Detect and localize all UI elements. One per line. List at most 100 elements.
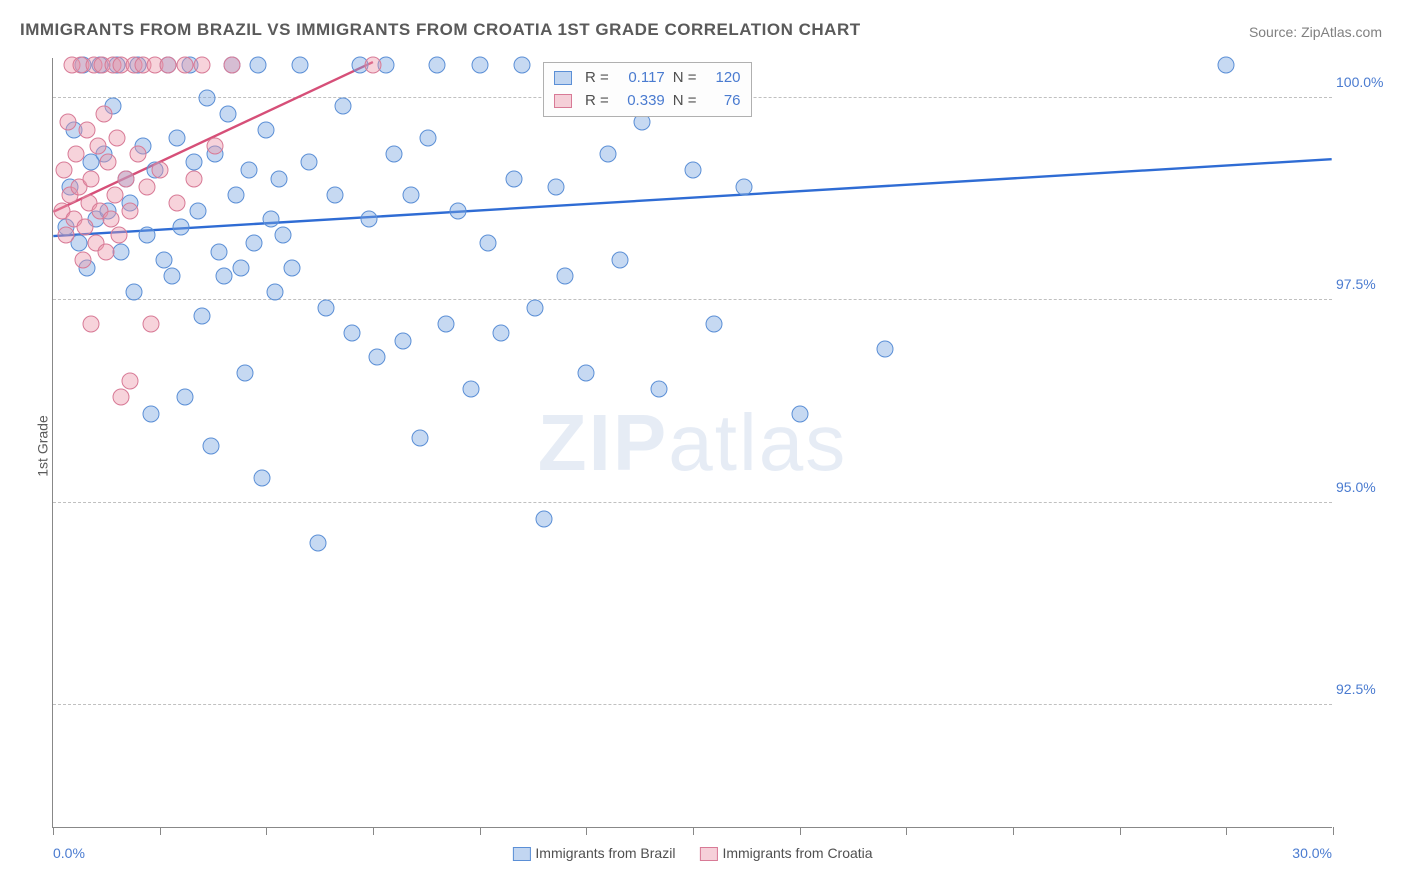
scatter-point — [219, 105, 236, 122]
y-axis-label: 1st Grade — [35, 415, 51, 476]
scatter-point — [57, 227, 74, 244]
scatter-point — [121, 373, 138, 390]
scatter-point — [360, 211, 377, 228]
scatter-point — [117, 170, 134, 187]
scatter-point — [121, 203, 138, 220]
scatter-point — [386, 146, 403, 163]
scatter-point — [343, 324, 360, 341]
scatter-point — [102, 211, 119, 228]
x-tick-first: 0.0% — [53, 845, 85, 861]
stats-swatch-blue — [554, 71, 572, 85]
scatter-point — [83, 170, 100, 187]
scatter-point — [535, 511, 552, 528]
scatter-point — [198, 89, 215, 106]
x-tick — [480, 827, 481, 835]
scatter-point — [249, 57, 266, 74]
scatter-point — [706, 316, 723, 333]
scatter-point — [168, 194, 185, 211]
scatter-point — [168, 130, 185, 147]
x-tick — [1333, 827, 1334, 835]
scatter-point — [164, 267, 181, 284]
bottom-legend: Immigrants from Brazil Immigrants from C… — [512, 845, 872, 861]
scatter-point — [527, 300, 544, 317]
scatter-point — [83, 316, 100, 333]
scatter-point — [480, 235, 497, 252]
legend-croatia: Immigrants from Croatia — [699, 845, 872, 861]
scatter-point — [266, 284, 283, 301]
x-tick — [1226, 827, 1227, 835]
scatter-point — [79, 121, 96, 138]
scatter-point — [126, 284, 143, 301]
scatter-point — [130, 146, 147, 163]
scatter-point — [309, 535, 326, 552]
scatter-point — [318, 300, 335, 317]
scatter-point — [365, 57, 382, 74]
scatter-point — [106, 186, 123, 203]
gridline — [53, 502, 1332, 503]
x-tick — [160, 827, 161, 835]
scatter-point — [403, 186, 420, 203]
scatter-point — [254, 470, 271, 487]
x-tick — [53, 827, 54, 835]
legend-brazil: Immigrants from Brazil — [512, 845, 675, 861]
scatter-point — [237, 365, 254, 382]
scatter-point — [1218, 57, 1235, 74]
scatter-point — [437, 316, 454, 333]
scatter-point — [471, 57, 488, 74]
scatter-point — [463, 381, 480, 398]
scatter-point — [283, 259, 300, 276]
x-tick — [1013, 827, 1014, 835]
scatter-point — [736, 178, 753, 195]
scatter-point — [138, 178, 155, 195]
x-tick — [693, 827, 694, 835]
scatter-point — [194, 308, 211, 325]
stats-swatch-pink — [554, 94, 572, 108]
scatter-point — [194, 57, 211, 74]
scatter-point — [599, 146, 616, 163]
scatter-point — [241, 162, 258, 179]
scatter-point — [493, 324, 510, 341]
x-tick — [906, 827, 907, 835]
scatter-point — [207, 138, 224, 155]
scatter-point — [650, 381, 667, 398]
scatter-point — [612, 251, 629, 268]
scatter-point — [394, 332, 411, 349]
scatter-point — [335, 97, 352, 114]
scatter-point — [151, 162, 168, 179]
plot-area: ZIPatlas 92.5%95.0%97.5%100.0% 0.0% 30.0… — [52, 58, 1332, 828]
x-tick — [586, 827, 587, 835]
scatter-point — [98, 243, 115, 260]
scatter-point — [514, 57, 531, 74]
scatter-point — [100, 154, 117, 171]
legend-swatch-pink — [699, 847, 717, 861]
scatter-point — [113, 243, 130, 260]
scatter-point — [55, 162, 72, 179]
scatter-point — [262, 211, 279, 228]
scatter-point — [275, 227, 292, 244]
scatter-point — [505, 170, 522, 187]
scatter-point — [292, 57, 309, 74]
y-tick-label: 100.0% — [1336, 74, 1384, 90]
scatter-point — [369, 348, 386, 365]
scatter-point — [326, 186, 343, 203]
scatter-point — [113, 389, 130, 406]
scatter-point — [685, 162, 702, 179]
scatter-point — [877, 340, 894, 357]
gridline — [53, 704, 1332, 705]
scatter-point — [185, 154, 202, 171]
gridline — [53, 299, 1332, 300]
x-tick — [266, 827, 267, 835]
scatter-point — [557, 267, 574, 284]
scatter-point — [202, 438, 219, 455]
scatter-point — [138, 227, 155, 244]
scatter-point — [578, 365, 595, 382]
scatter-point — [791, 405, 808, 422]
scatter-point — [143, 405, 160, 422]
scatter-point — [143, 316, 160, 333]
scatter-point — [89, 138, 106, 155]
chart-title: IMMIGRANTS FROM BRAZIL VS IMMIGRANTS FRO… — [20, 20, 861, 40]
scatter-point — [232, 259, 249, 276]
scatter-point — [271, 170, 288, 187]
scatter-point — [215, 267, 232, 284]
x-tick — [800, 827, 801, 835]
